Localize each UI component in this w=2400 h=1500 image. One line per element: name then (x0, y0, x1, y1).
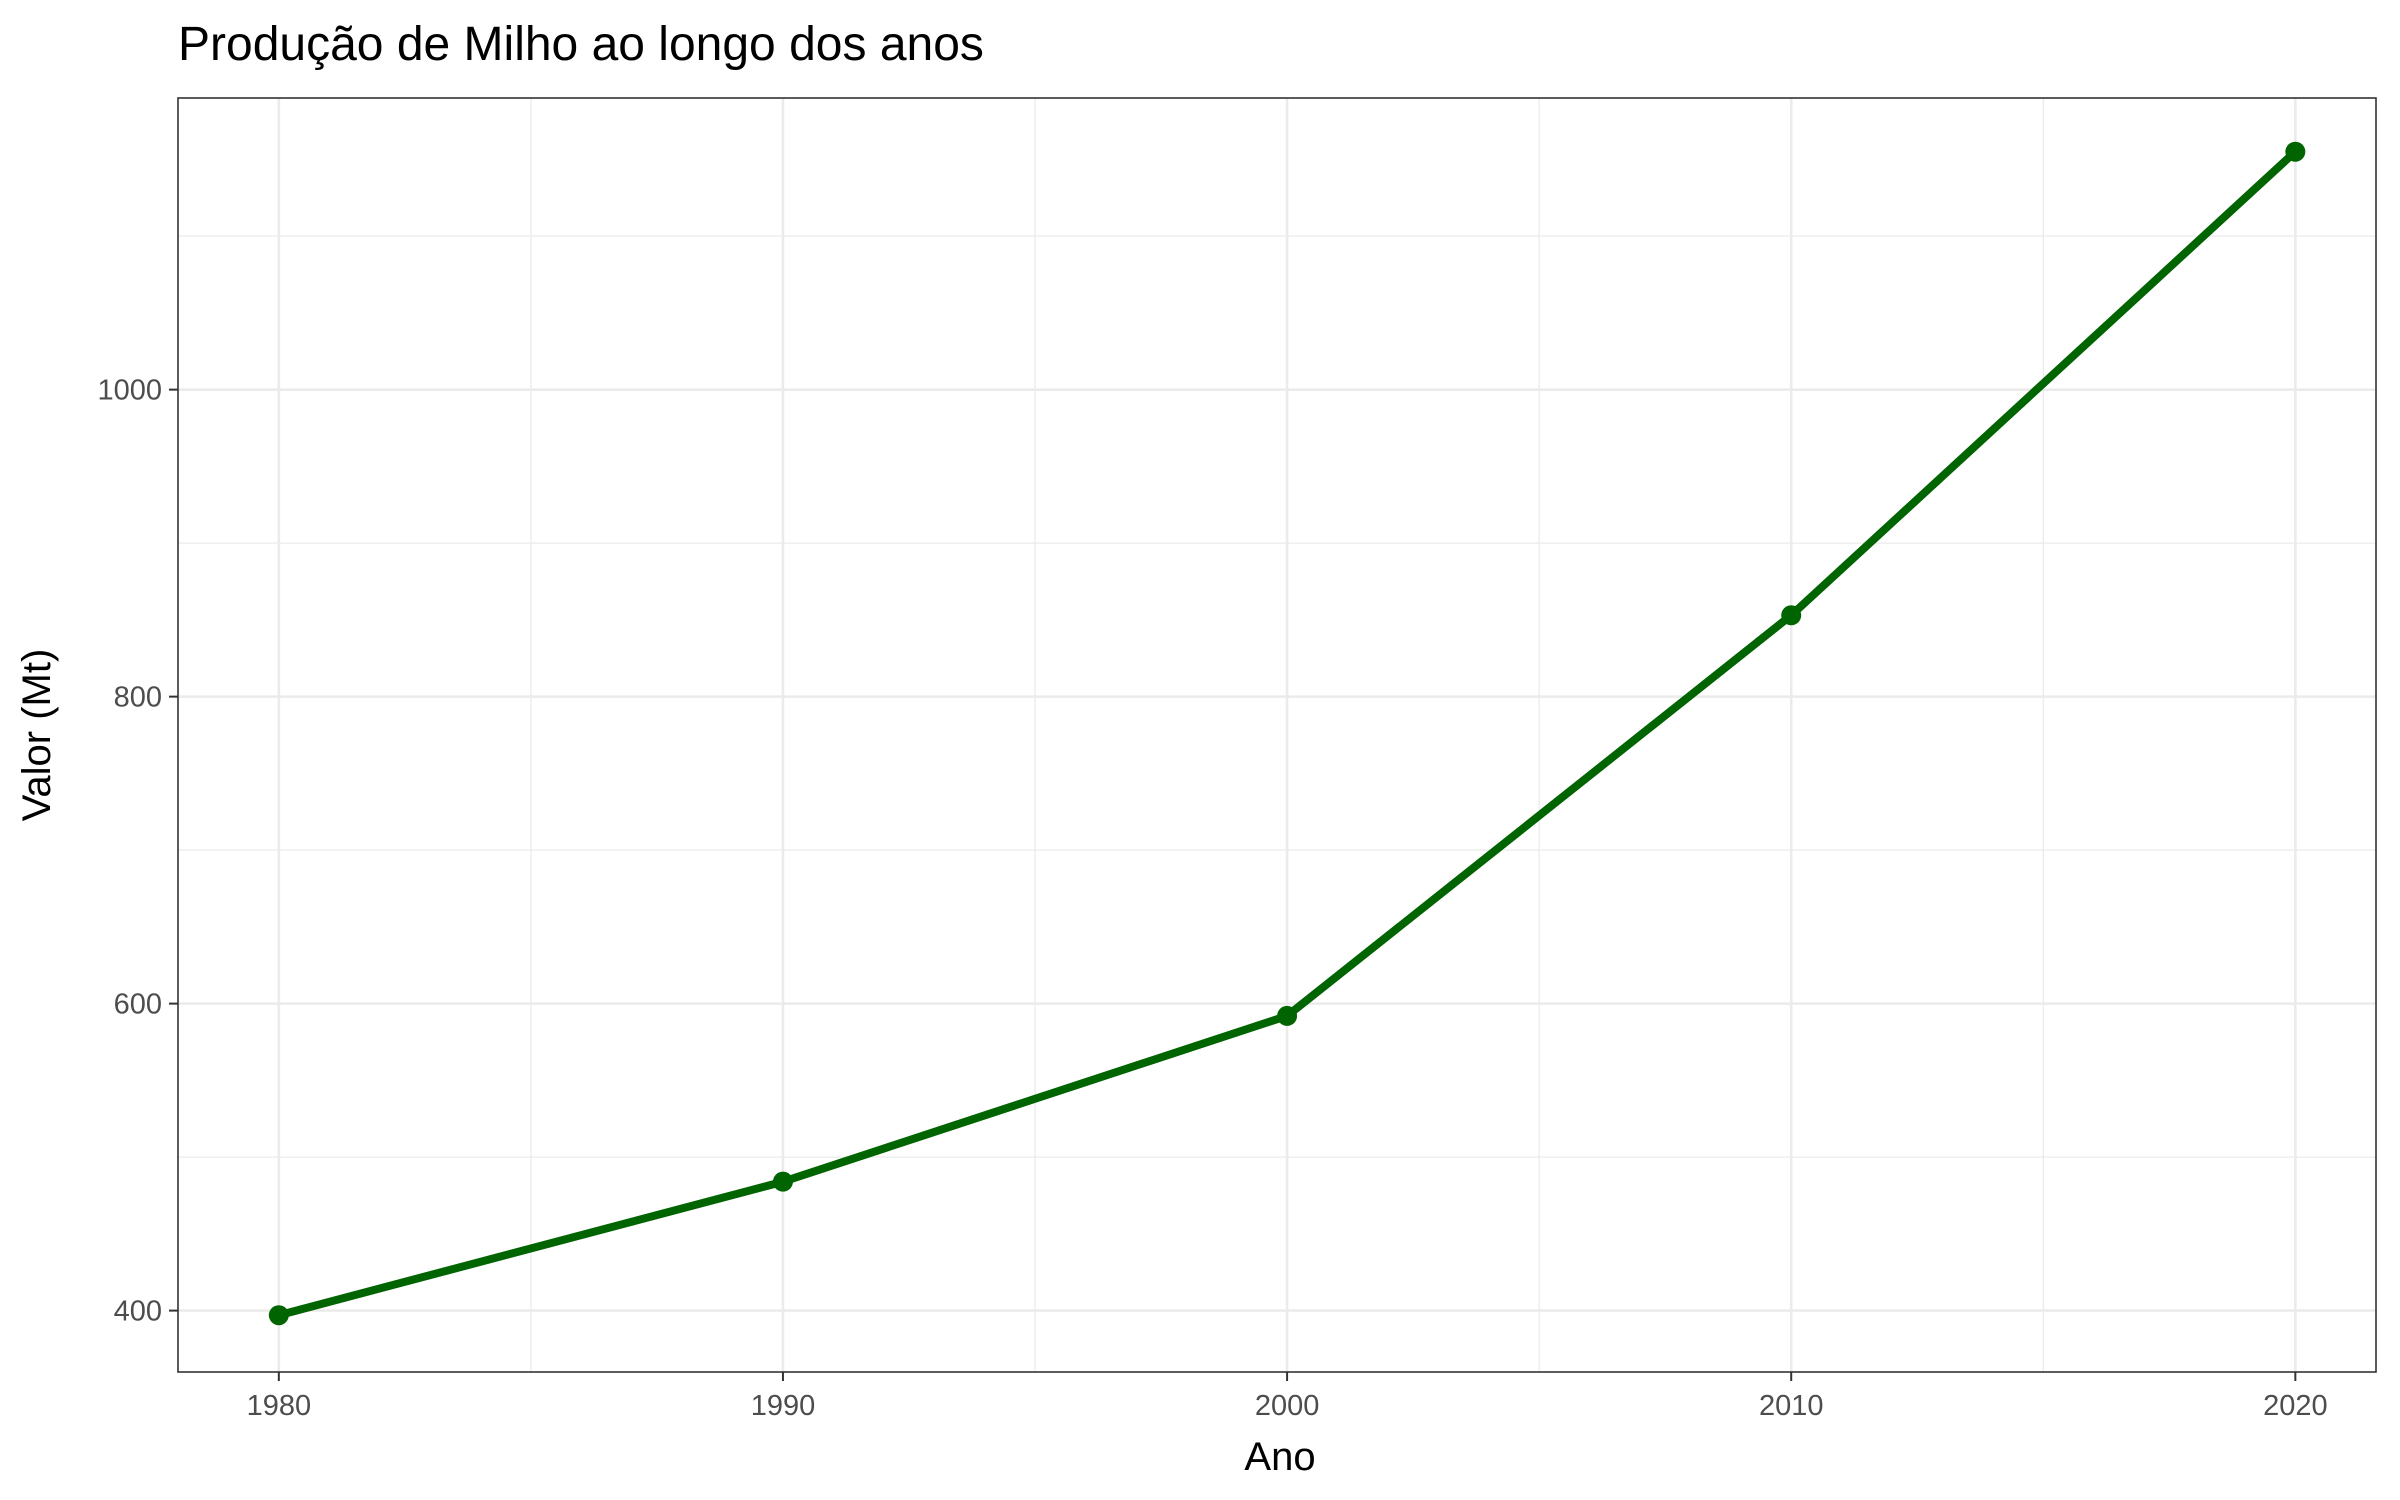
y-tick-label: 1000 (97, 375, 162, 407)
x-tick-label: 2020 (2263, 1390, 2328, 1422)
chart-title: Produção de Milho ao longo dos anos (178, 18, 984, 71)
grid (178, 98, 2376, 1372)
series-layer (268, 141, 2306, 1326)
x-axis-title: Ano (1244, 1435, 1315, 1479)
x-tick-label: 1990 (751, 1390, 816, 1422)
panel-border (177, 97, 2377, 1373)
y-tick-label: 600 (114, 989, 162, 1021)
data-point (2285, 141, 2306, 162)
y-tick-label: 400 (114, 1296, 162, 1328)
y-tick-label: 800 (114, 682, 162, 714)
data-point (1781, 605, 1802, 626)
data-point (268, 1305, 289, 1326)
axes: 1980 1990 2000 2010 2020 400 600 800 1000 (97, 375, 2327, 1422)
x-tick-label: 2000 (1255, 1390, 1320, 1422)
data-point (1277, 1005, 1298, 1026)
x-tick-label: 1980 (247, 1390, 312, 1422)
data-point (772, 1171, 793, 1192)
x-tick-label: 2010 (1759, 1390, 1824, 1422)
y-axis-title: Valor (Mt) (15, 649, 59, 822)
